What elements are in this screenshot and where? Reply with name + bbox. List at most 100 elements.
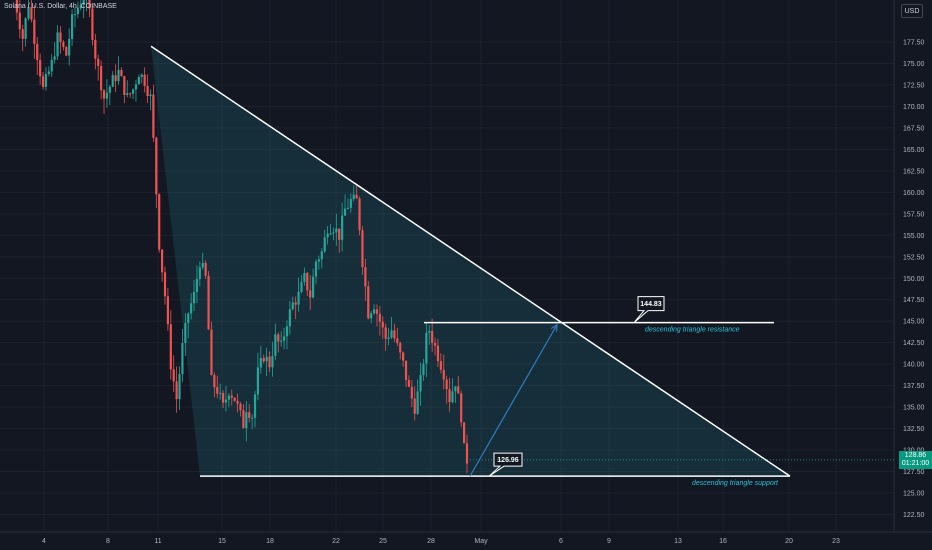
candle-body xyxy=(131,89,135,94)
candle-body xyxy=(349,199,352,208)
candle-body xyxy=(402,352,405,361)
resistance-price-label: 144.83 xyxy=(640,301,662,308)
price-tick-label: 122.50 xyxy=(903,512,925,519)
candle-body xyxy=(100,65,103,91)
candle-body xyxy=(425,332,428,364)
candle-body xyxy=(53,56,56,60)
candle-body xyxy=(245,412,248,429)
candle-body xyxy=(317,259,321,262)
currency-button[interactable]: USD xyxy=(901,4,923,18)
candle-body xyxy=(372,309,376,314)
candle-body xyxy=(370,313,373,319)
candle-body xyxy=(332,232,335,234)
price-tick-label: 137.50 xyxy=(903,383,925,390)
candle-body xyxy=(56,32,59,57)
candle-body xyxy=(297,291,300,305)
price-tick-label: 150.00 xyxy=(903,276,925,283)
candle-body xyxy=(169,324,172,370)
candle-body xyxy=(314,261,318,277)
candle-body xyxy=(454,386,457,392)
projection-arrow[interactable] xyxy=(469,324,558,477)
projection-arrow-head xyxy=(550,323,558,332)
candle-body xyxy=(288,309,291,327)
candle-body xyxy=(108,86,111,93)
candle-body xyxy=(251,417,254,419)
candle-body xyxy=(44,73,48,87)
time-tick-label: 4 xyxy=(42,538,46,545)
candle-body xyxy=(190,303,193,314)
candle-body xyxy=(24,18,27,39)
price-tick-label: 172.50 xyxy=(903,82,925,89)
candle-body xyxy=(111,75,114,87)
candle-body xyxy=(97,58,100,66)
resistance-annotation: descending triangle resistance xyxy=(645,327,740,334)
candle-body xyxy=(160,249,164,273)
candle-body xyxy=(126,93,129,95)
support-callout: 126.96 xyxy=(488,452,523,477)
candle-body xyxy=(431,330,434,343)
time-tick-label: 11 xyxy=(154,538,161,545)
time-tick-label: 16 xyxy=(719,538,727,545)
candle-body xyxy=(155,137,158,195)
candle-body xyxy=(323,237,326,252)
price-tick-label: 135.00 xyxy=(903,405,925,412)
candle-body xyxy=(294,302,297,305)
candle-body xyxy=(375,309,379,314)
candle-body xyxy=(213,375,216,388)
candle-body xyxy=(230,395,233,398)
candle-body xyxy=(120,69,123,77)
candle-body xyxy=(282,336,286,341)
candle-body xyxy=(172,369,175,382)
candle-body xyxy=(76,8,79,15)
price-tick-label: 125.00 xyxy=(903,491,925,498)
price-tick-label: 155.00 xyxy=(903,233,925,240)
candle-body xyxy=(39,60,42,77)
candle-body xyxy=(460,393,463,423)
candle-body xyxy=(416,391,419,414)
candle-body xyxy=(399,343,402,353)
current-price-value: 128.86 xyxy=(904,451,927,459)
candle-body xyxy=(68,38,71,56)
candle-body xyxy=(355,194,358,199)
candle-body xyxy=(407,380,411,387)
candle-body xyxy=(320,251,323,260)
candle-body xyxy=(367,286,370,319)
grid-lines xyxy=(0,0,894,532)
candle-body xyxy=(242,410,245,429)
price-tick-label: 145.00 xyxy=(903,319,925,326)
candle-body xyxy=(47,71,50,74)
candle-body xyxy=(221,392,225,403)
time-tick-label: 13 xyxy=(674,538,682,545)
candle-body xyxy=(158,194,161,250)
candle-body xyxy=(36,43,39,61)
price-axis[interactable]: 177.50 175.00 172.50 170.00 167.50 165.00 162.… xyxy=(903,40,925,520)
candle-body xyxy=(248,412,251,418)
price-tick-label: 177.50 xyxy=(903,40,925,47)
candle-body xyxy=(410,386,413,399)
candle-body xyxy=(94,39,97,59)
candle-body xyxy=(73,14,77,16)
candle-body xyxy=(387,337,390,339)
candle-body xyxy=(277,334,280,342)
candle-body xyxy=(30,6,33,20)
candle-body xyxy=(364,267,367,287)
candle-body xyxy=(62,42,65,48)
price-tick-label: 175.00 xyxy=(903,61,925,68)
time-axis[interactable]: 4 8 11 15 18 22 25 28 May 6 9 13 16 20 23 xyxy=(42,538,840,545)
time-tick-label: 18 xyxy=(266,538,274,545)
price-tick-label: 165.00 xyxy=(903,147,925,154)
candle-body xyxy=(462,422,466,444)
candle-body xyxy=(79,4,82,9)
candle-body xyxy=(216,387,219,394)
candle-body xyxy=(451,391,454,403)
price-tick-label: 147.50 xyxy=(903,297,925,304)
candle-body xyxy=(102,90,106,99)
candle-body xyxy=(41,76,45,87)
descending-trendline[interactable] xyxy=(150,45,791,477)
candle-body xyxy=(390,330,393,338)
candle-body xyxy=(442,369,445,380)
candle-body xyxy=(381,321,384,328)
price-tick-label: 162.50 xyxy=(903,168,925,175)
candle-body xyxy=(166,296,170,325)
